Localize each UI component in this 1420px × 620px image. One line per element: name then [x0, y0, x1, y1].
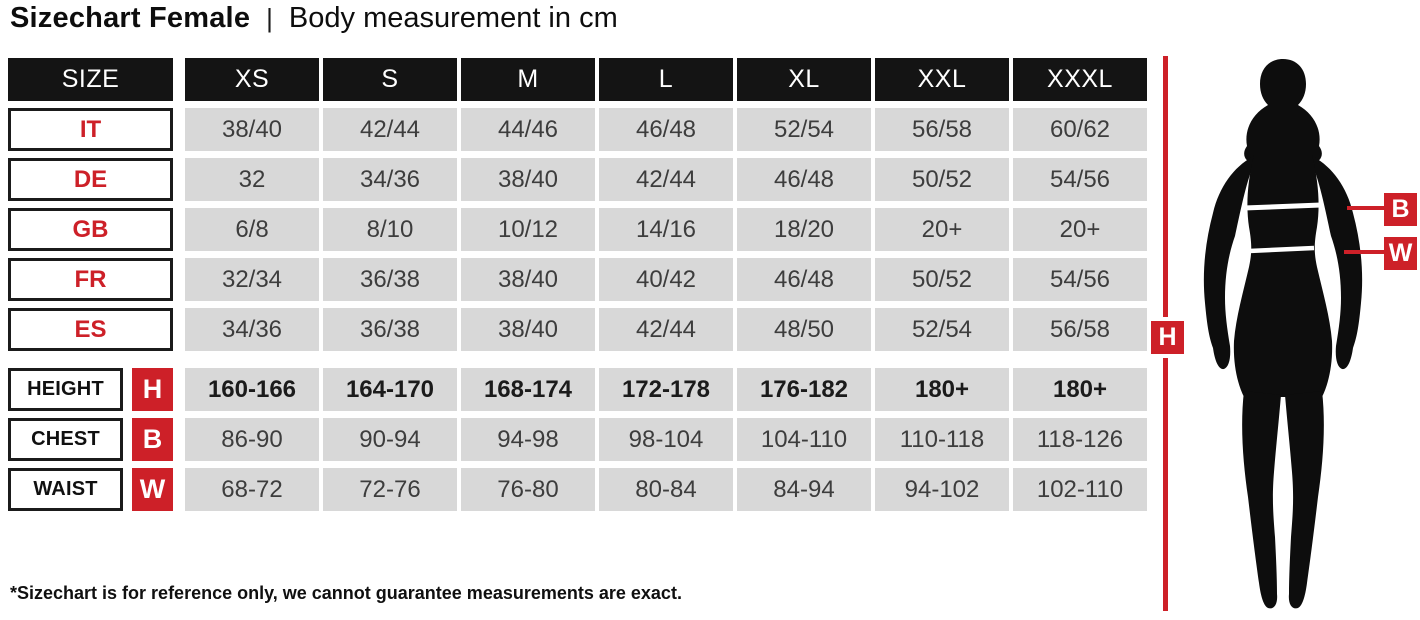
- cell-waist-l: 80-84: [599, 468, 733, 511]
- cell-it-xxxl: 60/62: [1013, 108, 1147, 151]
- cell-es-xl: 48/50: [737, 308, 871, 351]
- cell-chest-s: 90-94: [323, 418, 457, 461]
- cell-waist-xs: 68-72: [185, 468, 319, 511]
- cell-gb-xxl: 20+: [875, 208, 1009, 251]
- cell-fr-l: 40/42: [599, 258, 733, 301]
- waist-pointer-line: [1344, 250, 1387, 254]
- cell-chest-m: 94-98: [461, 418, 595, 461]
- cell-it-xl: 52/54: [737, 108, 871, 151]
- waist-row-badge: W: [132, 468, 173, 511]
- cell-fr-s: 36/38: [323, 258, 457, 301]
- waist-line: [1248, 245, 1315, 254]
- cell-de-s: 34/36: [323, 158, 457, 201]
- cell-gb-l: 14/16: [599, 208, 733, 251]
- cell-waist-xxl: 94-102: [875, 468, 1009, 511]
- cell-it-m: 44/46: [461, 108, 595, 151]
- row-label-height: HEIGHT H: [8, 368, 173, 411]
- row-label-it: IT: [8, 108, 173, 151]
- row-label-waist: WAIST W: [8, 468, 173, 511]
- cell-chest-xl: 104-110: [737, 418, 871, 461]
- cell-de-m: 38/40: [461, 158, 595, 201]
- cell-waist-xxxl: 102-110: [1013, 468, 1147, 511]
- height-row-badge: H: [132, 368, 173, 411]
- column-header-xs: XS: [185, 58, 319, 101]
- cell-it-s: 42/44: [323, 108, 457, 151]
- size-table: SIZE XS S M L XL XXL XXXL IT 38/40 42/44 44/46 46/4…: [8, 58, 1147, 511]
- chest-line: [1243, 202, 1322, 211]
- cell-gb-xl: 18/20: [737, 208, 871, 251]
- cell-es-xxl: 52/54: [875, 308, 1009, 351]
- chest-pointer-line: [1347, 206, 1387, 210]
- row-label-text-height: HEIGHT: [8, 368, 123, 411]
- cell-chest-xxxl: 118-126: [1013, 418, 1147, 461]
- cell-waist-m: 76-80: [461, 468, 595, 511]
- cell-es-s: 36/38: [323, 308, 457, 351]
- cell-es-m: 38/40: [461, 308, 595, 351]
- column-header-xl: XL: [737, 58, 871, 101]
- cell-fr-xxl: 50/52: [875, 258, 1009, 301]
- cell-de-xxxl: 54/56: [1013, 158, 1147, 201]
- page-title: Sizechart Female | Body measurement in c…: [10, 2, 618, 35]
- column-header-s: S: [323, 58, 457, 101]
- chest-row-badge: B: [132, 418, 173, 461]
- silhouette-right-leg: [1285, 391, 1324, 609]
- column-header-l: L: [599, 58, 733, 101]
- waist-badge: W: [1384, 237, 1417, 270]
- title-subtitle: Body measurement in cm: [288, 2, 618, 34]
- row-label-de: DE: [8, 158, 173, 201]
- title-main: Sizechart Female: [10, 2, 251, 34]
- cell-fr-xxxl: 54/56: [1013, 258, 1147, 301]
- row-label-fr: FR: [8, 258, 173, 301]
- cell-fr-xs: 32/34: [185, 258, 319, 301]
- row-label-text-waist: WAIST: [8, 468, 123, 511]
- cell-es-xxxl: 56/58: [1013, 308, 1147, 351]
- column-header-xxl: XXL: [875, 58, 1009, 101]
- cell-de-xs: 32: [185, 158, 319, 201]
- table-corner-header: SIZE: [8, 58, 173, 101]
- female-silhouette: [1203, 59, 1363, 609]
- cell-chest-xs: 86-90: [185, 418, 319, 461]
- height-measure-line: [1163, 56, 1168, 611]
- cell-height-xxl: 180+: [875, 368, 1009, 411]
- cell-de-xl: 46/48: [737, 158, 871, 201]
- silhouette-right-arm: [1314, 157, 1363, 370]
- cell-de-l: 42/44: [599, 158, 733, 201]
- cell-chest-xxl: 110-118: [875, 418, 1009, 461]
- cell-gb-xxxl: 20+: [1013, 208, 1147, 251]
- column-header-xxxl: XXXL: [1013, 58, 1147, 101]
- cell-gb-m: 10/12: [461, 208, 595, 251]
- row-label-gb: GB: [8, 208, 173, 251]
- cell-es-xs: 34/36: [185, 308, 319, 351]
- cell-it-l: 46/48: [599, 108, 733, 151]
- cell-chest-l: 98-104: [599, 418, 733, 461]
- row-label-chest: CHEST B: [8, 418, 173, 461]
- cell-it-xxl: 56/58: [875, 108, 1009, 151]
- cell-fr-m: 38/40: [461, 258, 595, 301]
- silhouette-left-arm: [1203, 157, 1252, 370]
- cell-es-l: 42/44: [599, 308, 733, 351]
- silhouette-left-leg: [1242, 391, 1281, 609]
- silhouette-torso: [1233, 155, 1333, 397]
- column-header-m: M: [461, 58, 595, 101]
- cell-fr-xl: 46/48: [737, 258, 871, 301]
- cell-waist-s: 72-76: [323, 468, 457, 511]
- silhouette-hair-head: [1244, 59, 1322, 176]
- row-label-es: ES: [8, 308, 173, 351]
- cell-height-l: 172-178: [599, 368, 733, 411]
- cell-de-xxl: 50/52: [875, 158, 1009, 201]
- height-badge: H: [1151, 321, 1184, 354]
- cell-gb-s: 8/10: [323, 208, 457, 251]
- row-label-text-chest: CHEST: [8, 418, 123, 461]
- cell-waist-xl: 84-94: [737, 468, 871, 511]
- cell-gb-xs: 6/8: [185, 208, 319, 251]
- title-separator: |: [266, 3, 273, 33]
- cell-height-xxxl: 180+: [1013, 368, 1147, 411]
- cell-height-xs: 160-166: [185, 368, 319, 411]
- chest-badge: B: [1384, 193, 1417, 226]
- cell-height-xl: 176-182: [737, 368, 871, 411]
- cell-height-s: 164-170: [323, 368, 457, 411]
- cell-height-m: 168-174: [461, 368, 595, 411]
- footnote-text: *Sizechart is for reference only, we can…: [10, 583, 682, 603]
- cell-it-xs: 38/40: [185, 108, 319, 151]
